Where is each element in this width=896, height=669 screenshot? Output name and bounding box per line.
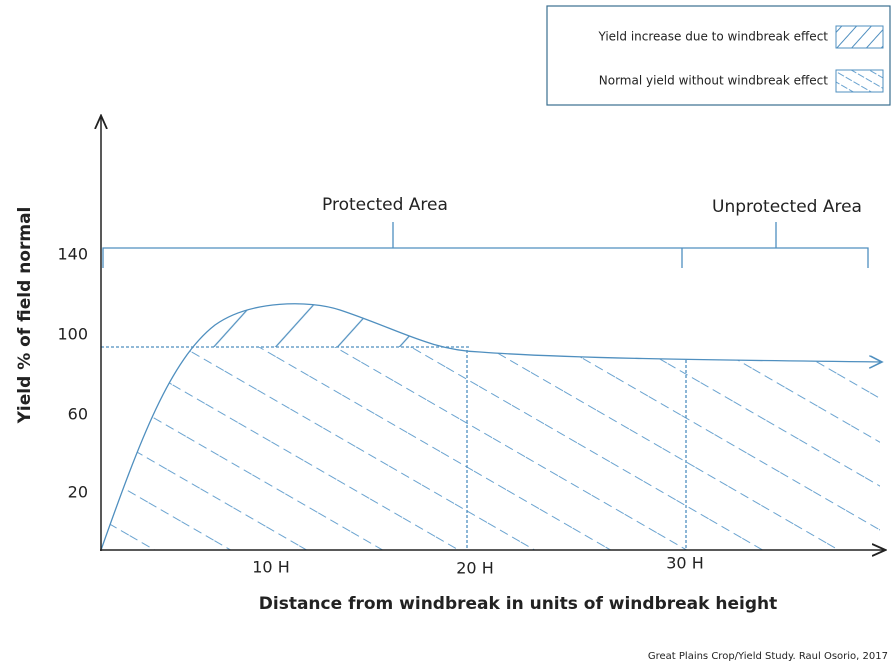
normal-yield-area bbox=[101, 347, 880, 550]
region-label: Unprotected Area bbox=[712, 197, 862, 217]
region-bracket bbox=[102, 222, 869, 268]
y-axis-label: Yield % of field normal bbox=[15, 207, 35, 425]
y-tick-label: 140 bbox=[57, 245, 88, 264]
x-axis-label: Distance from windbreak in units of wind… bbox=[259, 594, 777, 614]
legend-label: Normal yield without windbreak effect bbox=[599, 74, 829, 88]
x-tick-label: 10 H bbox=[252, 558, 289, 577]
region-label: Protected Area bbox=[322, 195, 448, 215]
y-tick-label: 60 bbox=[68, 405, 88, 424]
legend-box bbox=[546, 5, 891, 106]
source-note: Great Plains Crop/Yield Study. Raul Osor… bbox=[648, 651, 888, 662]
y-tick-label: 20 bbox=[68, 483, 88, 502]
y-tick-label: 100 bbox=[57, 325, 88, 344]
x-tick-label: 20 H bbox=[456, 559, 493, 578]
yield-increase-area bbox=[101, 303, 481, 347]
legend-swatch bbox=[835, 25, 884, 49]
legend-swatch bbox=[835, 69, 884, 93]
x-tick-label: 30 H bbox=[666, 554, 703, 573]
legend-label: Yield increase due to windbreak effect bbox=[597, 30, 828, 44]
yield-curve bbox=[100, 303, 882, 551]
